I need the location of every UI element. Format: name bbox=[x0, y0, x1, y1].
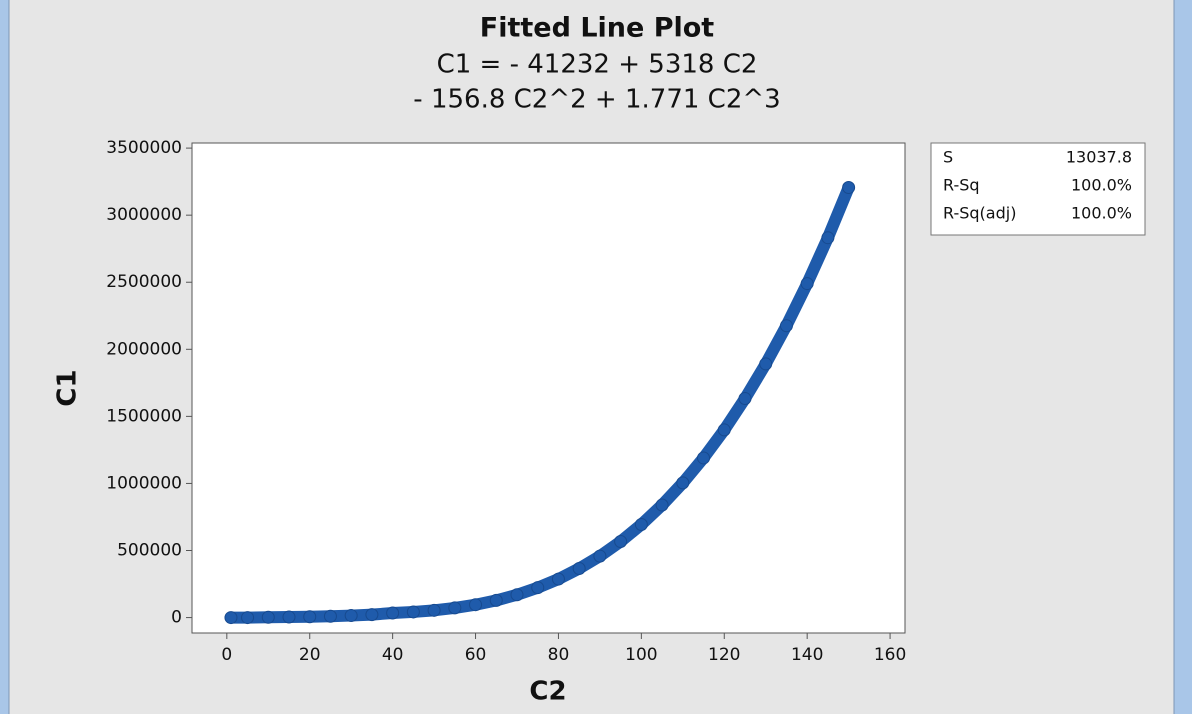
data-point bbox=[386, 606, 400, 620]
y-tick-label: 0 bbox=[171, 608, 182, 628]
y-tick-label: 1500000 bbox=[106, 406, 182, 426]
window-border bbox=[0, 0, 9, 714]
chart-subtitle: C1 = - 41232 + 5318 C2 bbox=[437, 50, 758, 80]
data-point bbox=[303, 610, 317, 624]
y-tick-label: 2500000 bbox=[106, 272, 182, 292]
y-tick-label: 3500000 bbox=[106, 138, 182, 158]
data-point bbox=[365, 608, 379, 622]
stat-value: 100.0% bbox=[1071, 204, 1132, 223]
stat-value: 100.0% bbox=[1071, 176, 1132, 195]
data-point bbox=[655, 498, 669, 512]
data-point bbox=[344, 609, 358, 623]
y-tick-label: 3000000 bbox=[106, 205, 182, 225]
data-point bbox=[224, 611, 238, 625]
y-axis-label: C1 bbox=[53, 369, 83, 406]
data-point bbox=[241, 611, 255, 625]
chart-title: Fitted Line Plot bbox=[480, 13, 715, 44]
x-tick-label: 80 bbox=[548, 645, 570, 665]
x-tick-label: 60 bbox=[465, 645, 487, 665]
x-tick-label: 160 bbox=[874, 645, 906, 665]
y-tick-label: 2000000 bbox=[106, 339, 182, 359]
stat-label: R-Sq bbox=[943, 176, 980, 195]
data-point bbox=[448, 601, 462, 615]
x-tick-label: 20 bbox=[299, 645, 321, 665]
x-tick-label: 100 bbox=[625, 645, 657, 665]
data-point bbox=[282, 610, 296, 624]
data-point bbox=[738, 392, 752, 406]
data-point bbox=[821, 231, 835, 245]
data-point bbox=[510, 588, 524, 602]
data-point bbox=[427, 603, 441, 617]
data-point bbox=[676, 476, 690, 490]
data-point bbox=[489, 593, 503, 607]
x-tick-label: 120 bbox=[708, 645, 740, 665]
data-point bbox=[531, 581, 545, 595]
data-point bbox=[551, 572, 565, 586]
data-point bbox=[572, 561, 586, 575]
data-point bbox=[717, 423, 731, 437]
data-point bbox=[759, 357, 773, 371]
stat-label: S bbox=[943, 148, 953, 167]
plot-area bbox=[191, 142, 906, 634]
chart-subtitle: - 156.8 C2^2 + 1.771 C2^3 bbox=[413, 85, 780, 115]
x-tick-label: 40 bbox=[382, 645, 404, 665]
data-point bbox=[406, 605, 420, 619]
x-tick-label: 0 bbox=[221, 645, 232, 665]
data-point bbox=[842, 181, 856, 195]
x-axis-label: C2 bbox=[529, 677, 566, 707]
stats-box bbox=[930, 142, 1146, 236]
window-border bbox=[1174, 0, 1192, 714]
data-point bbox=[593, 549, 607, 563]
data-point bbox=[469, 598, 483, 612]
stat-label: R-Sq(adj) bbox=[943, 204, 1016, 223]
data-point bbox=[261, 610, 275, 624]
data-point bbox=[697, 451, 711, 465]
data-point bbox=[614, 535, 628, 549]
x-tick-label: 140 bbox=[791, 645, 823, 665]
y-tick-label: 500000 bbox=[117, 541, 182, 561]
data-point bbox=[800, 277, 814, 291]
y-tick-label: 1000000 bbox=[106, 473, 182, 493]
data-point bbox=[634, 517, 648, 531]
data-point bbox=[323, 609, 337, 623]
data-point bbox=[779, 319, 793, 333]
stat-value: 13037.8 bbox=[1066, 148, 1132, 167]
